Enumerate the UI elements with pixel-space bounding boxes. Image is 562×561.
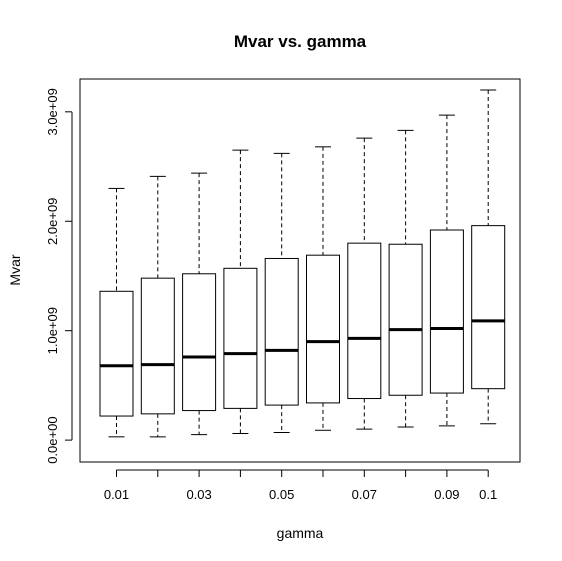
iqr-box	[471, 225, 506, 390]
x-tick-label: 0.1	[479, 487, 497, 502]
box-0.03	[182, 172, 217, 436]
box-0.1	[471, 89, 506, 425]
y-tick-label: 1.0e+09	[45, 307, 60, 354]
y-axis: 0.0e+00 1.0e+09 2.0e+09 3.0e+09	[45, 88, 73, 464]
y-tick-label: 0.0e+00	[45, 416, 60, 463]
box-0.06	[306, 146, 340, 431]
x-tick-label: 0.03	[186, 487, 211, 502]
iqr-box	[347, 242, 382, 400]
iqr-box	[429, 229, 464, 394]
box-0.07	[347, 137, 382, 430]
x-tick-label: 0.09	[434, 487, 459, 502]
iqr-box	[223, 267, 258, 409]
x-tick-label: 0.07	[352, 487, 377, 502]
iqr-box	[140, 277, 175, 415]
box-0.09	[429, 114, 464, 427]
plot-frame	[79, 78, 521, 463]
box-0.01	[99, 187, 134, 438]
iqr-box	[306, 254, 340, 404]
iqr-box	[388, 243, 423, 396]
chart-title: Mvar vs. gamma	[234, 32, 367, 51]
box-0.05	[264, 152, 299, 433]
iqr-box	[264, 257, 299, 406]
y-axis-label: Mvar	[7, 254, 23, 285]
y-tick-label: 3.0e+09	[45, 88, 60, 135]
box-0.04	[223, 149, 258, 435]
y-tick-label: 2.0e+09	[45, 198, 60, 245]
iqr-box	[182, 273, 217, 412]
iqr-box	[99, 290, 134, 417]
box-0.02	[140, 175, 175, 438]
x-axis-label: gamma	[277, 525, 324, 541]
x-tick-label: 0.01	[104, 487, 129, 502]
box-0.08	[388, 129, 423, 428]
x-axis: 0.01 0.03 0.05 0.07 0.09 0.1	[104, 469, 497, 502]
x-tick-label: 0.05	[269, 487, 294, 502]
boxplot-series	[99, 89, 506, 438]
